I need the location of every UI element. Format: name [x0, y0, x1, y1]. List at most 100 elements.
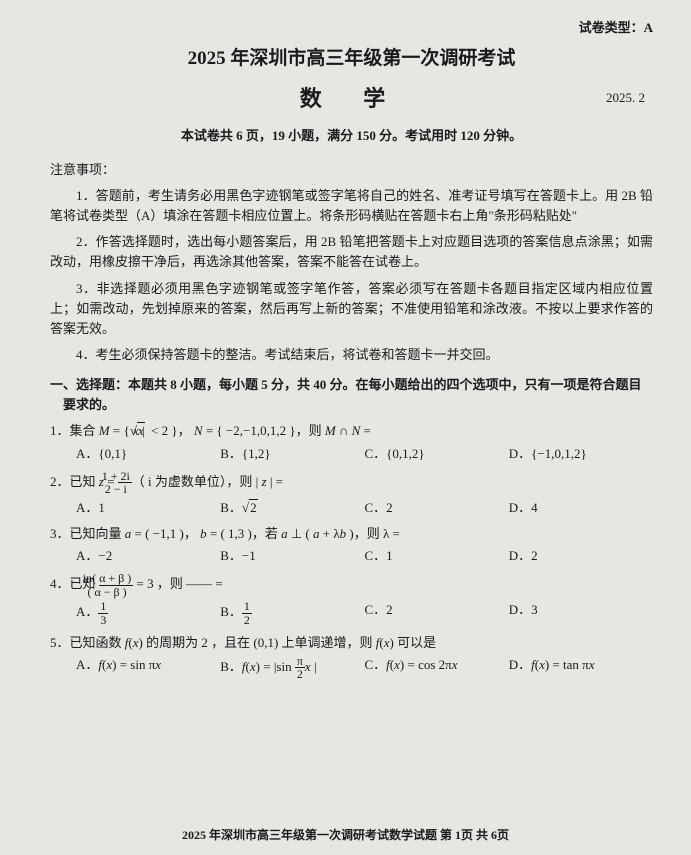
- q4-b-pre: B．: [220, 605, 242, 620]
- q1-num: 1．: [50, 423, 70, 438]
- q4-a-n: 1: [98, 600, 108, 614]
- q4-opt-d: D．3: [509, 600, 653, 626]
- q1-opt-a: A．{0,1}: [76, 444, 220, 464]
- q2-num-top: 1 + 2i: [118, 470, 132, 484]
- q5b-d: 2: [295, 668, 305, 681]
- q5-opt-c: C．f(x) = cos 2πx: [365, 655, 509, 681]
- q3-t3: = ( 1,3 )，若: [207, 526, 282, 541]
- q1-cap: ∩: [336, 423, 352, 438]
- q5b-p3: |: [311, 659, 317, 674]
- q5d-pre: D．: [509, 657, 531, 672]
- q5a-p2: ) = sin π: [112, 657, 155, 672]
- q3-num: 3．: [50, 526, 70, 541]
- q5d-x2: x: [589, 657, 595, 672]
- q2-t3: （ i 为虚数单位），则 |: [132, 474, 262, 489]
- q4-fd: ( α − β ): [99, 586, 134, 599]
- q5c-p2: ) = cos 2π: [400, 657, 452, 672]
- q1-eq: =: [360, 423, 371, 438]
- q4-a-d: 3: [98, 614, 108, 627]
- q2-opt-a: A．1: [76, 498, 220, 518]
- q2-opt-d: D．4: [509, 498, 653, 518]
- q3-options: A．−2 B．−1 C．1 D．2: [50, 546, 653, 566]
- section-1-heading: 一、选择题：本题共 8 小题，每小题 5 分，共 40 分。在每小题给出的四个选…: [50, 375, 653, 415]
- q2-num: 2．: [50, 474, 70, 489]
- q5b-pre: B．: [220, 659, 242, 674]
- q1-t4: < 2 }，: [148, 423, 194, 438]
- subject-row: 数 学 2025. 2: [50, 82, 653, 116]
- q2-num-bot: 2 − i: [118, 483, 132, 496]
- q1-t5: = { −2,−1,0,1,2 }，则: [203, 423, 325, 438]
- q2-opt-c: C．2: [365, 498, 509, 518]
- q5b-n: π: [295, 655, 305, 669]
- q4-options: A．13 B．12 C．2 D．3: [50, 600, 653, 626]
- q1-opt-d: D．{−1,0,1,2}: [509, 444, 653, 464]
- q3-t6: )，则 λ =: [346, 526, 400, 541]
- q5d-p2: ) = tan π: [545, 657, 589, 672]
- q3-opt-a: A．−2: [76, 546, 220, 566]
- q2-t4: | =: [267, 474, 283, 489]
- q4-t2: = 3 ，则 —— =: [133, 576, 222, 591]
- q5-options: A．f(x) = sin πx B．f(x) = |sin π2x | C．f(…: [50, 655, 653, 681]
- q2-t1: 已知: [70, 474, 99, 489]
- q2-b-pre: B．: [220, 500, 242, 515]
- notice-heading: 注意事项：: [50, 160, 653, 180]
- q1-options: A．{0,1} B．{1,2} C．{0,1,2} D．{−1,0,1,2}: [50, 444, 653, 464]
- q3-t2: = ( −1,1 )，: [131, 526, 200, 541]
- q1-opt-c: C．{0,1,2}: [365, 444, 509, 464]
- q3-opt-d: D．2: [509, 546, 653, 566]
- q2-b-rad: 2: [242, 498, 258, 518]
- notice-item-2: 2．作答选择题时，选出每小题答案后，用 2B 铅笔把答题卡上对应题目选项的答案信…: [50, 232, 653, 272]
- q2-options: A．1 B． 2 C．2 D．4: [50, 498, 653, 518]
- q1-opt-b: B．{1,2}: [220, 444, 364, 464]
- notice-item-1: 1．答题前，考生请务必用黑色字迹钢笔或签字笔将自己的姓名、准考证号填写在答题卡上…: [50, 186, 653, 226]
- question-1: 1．集合 M = { x | x < 2 }， N = { −2,−1,0,1,…: [50, 421, 653, 441]
- q5-num: 5．: [50, 635, 70, 650]
- q5-t3: ) 可以是: [390, 635, 437, 650]
- q4-fn: in( α + β ): [99, 572, 134, 586]
- q4-frac: in( α + β )( α − β ): [99, 572, 134, 598]
- q1-t1: 集合: [70, 423, 99, 438]
- q4-a-frac: 13: [98, 600, 108, 626]
- q2-b-rc: 2: [249, 499, 258, 515]
- q3-opt-b: B．−1: [220, 546, 364, 566]
- q5b-frac: π2: [295, 655, 305, 681]
- question-4: 4．已知 in( α + β )( α − β ) = 3 ，则 —— =: [50, 572, 653, 598]
- q5a-pre: A．: [76, 657, 98, 672]
- q4-b-d: 2: [242, 614, 252, 627]
- q5-t1: 已知函数: [70, 635, 125, 650]
- q4-b-n: 1: [242, 600, 252, 614]
- q1-N2: N: [352, 423, 361, 438]
- q1-M: M: [99, 423, 110, 438]
- q3-t4: ⊥ (: [288, 526, 313, 541]
- exam-title: 2025 年深圳市高三年级第一次调研考试: [50, 44, 653, 73]
- q5-t2: ) 的周期为 2 ，且在 (0,1) 上单调递增，则: [139, 635, 376, 650]
- q4-opt-c: C．2: [365, 600, 509, 626]
- q4-a-pre: A．: [76, 605, 98, 620]
- q3-opt-c: C．1: [365, 546, 509, 566]
- q1-N: N: [194, 423, 203, 438]
- q5-opt-a: A．f(x) = sin πx: [76, 655, 220, 681]
- question-5: 5．已知函数 f(x) 的周期为 2 ，且在 (0,1) 上单调递增，则 f(x…: [50, 633, 653, 653]
- q1-M2: M: [325, 423, 336, 438]
- paper-type: 试卷类型：A: [50, 18, 653, 38]
- q4-num: 4．: [50, 576, 70, 591]
- notice-item-4: 4．考生必须保持答题卡的整洁。考试结束后，将试卷和答题卡一并交回。: [50, 345, 653, 365]
- subject: 数 学: [50, 82, 653, 116]
- q2-frac: 1 + 2i2 − i: [118, 470, 132, 496]
- notice-item-3: 3．非选择题必须用黑色字迹钢笔或签字笔作答，答案必须写在答题卡各题目指定区域内相…: [50, 279, 653, 339]
- q4-opt-b: B．12: [220, 600, 364, 626]
- question-3: 3．已知向量 a = ( −1,1 )， b = ( 1,3 )，若 a ⊥ (…: [50, 524, 653, 544]
- q5-opt-d: D．f(x) = tan πx: [509, 655, 653, 681]
- q5-opt-b: B．f(x) = |sin π2x |: [220, 655, 364, 681]
- q5c-pre: C．: [365, 657, 387, 672]
- q5c-x2: x: [452, 657, 458, 672]
- exam-date: 2025. 2: [606, 88, 645, 108]
- question-2: 2．已知 z = 1 + 2i2 − i（ i 为虚数单位），则 | z | =: [50, 470, 653, 496]
- q4-b-frac: 12: [242, 600, 252, 626]
- q5a-x2: x: [155, 657, 161, 672]
- q5b-p2: ) = |sin: [256, 659, 295, 674]
- overview: 本试卷共 6 页，19 小题，满分 150 分。考试用时 120 分钟。: [50, 126, 653, 146]
- q3-t5: + λ: [320, 526, 340, 541]
- q1-x2: x: [137, 422, 145, 438]
- q4-opt-a: A．13: [76, 600, 220, 626]
